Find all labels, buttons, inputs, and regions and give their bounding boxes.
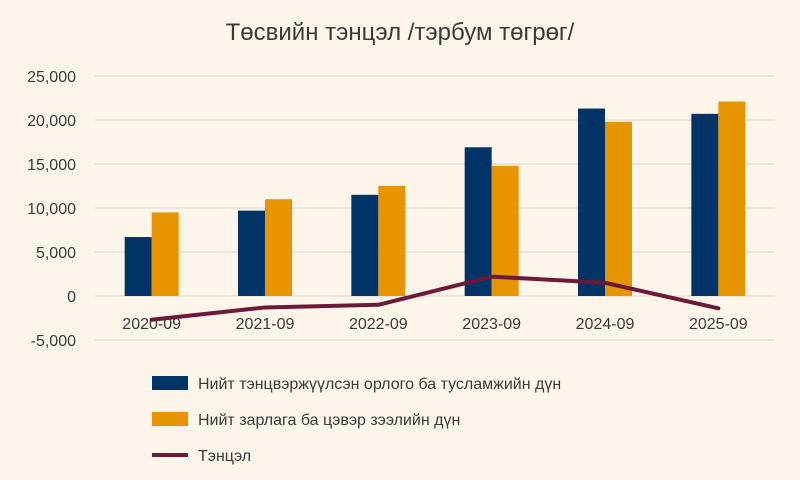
bar-series-2 [491,165,519,296]
bar-series-1 [351,194,379,296]
x-tick-label: 2025-09 [689,316,748,333]
bar-series-2 [265,199,292,296]
y-tick-label: 0 [67,289,76,306]
y-tick-label: 5,000 [36,245,76,262]
legend-swatch-1 [152,376,188,390]
legend-label-3: Тэнцэл [198,448,251,465]
legend-swatch-2 [152,412,188,426]
bars [124,101,746,297]
bar-series-1 [578,108,605,296]
bar-series-1 [238,210,265,296]
bar-series-2 [718,101,746,297]
chart-title: Төсвийн тэнцэл /тэрбум төгрөг/ [226,19,575,46]
balance-line-layer [149,274,721,322]
bar-series-2 [378,186,406,296]
x-tick-label: 2022-09 [349,316,408,333]
y-tick-label: 20,000 [27,113,76,130]
x-tick-label: 2021-09 [236,316,295,333]
y-tick-label: 10,000 [27,201,76,218]
x-tick-label: 2024-09 [576,316,635,333]
y-tick-label: -5,000 [31,333,76,350]
x-tick-label: 2020-09 [122,316,181,333]
y-tick-label: 25,000 [27,69,76,86]
y-tick-label: 15,000 [27,157,76,174]
bar-series-2 [605,121,632,296]
bar-series-1 [124,237,152,296]
bar-series-1 [464,147,492,296]
legend-label-1: Нийт тэнцвэржүүлсэн орлого ба тусламжийн… [198,376,561,393]
x-axis-ticks: 2020-09 2021-09 2022-09 2023-09 2024-09 2025-… [122,316,747,333]
balance-line [149,274,721,322]
bar-series-1 [691,113,719,296]
y-axis-ticks: 25,000 20,000 15,000 10,000 5,000 0 -5,000 [27,69,76,350]
grid-lines [95,75,775,341]
x-tick-label: 2023-09 [462,316,521,333]
legend-label-2: Нийт зарлага ба цэвэр зээлийн дүн [198,412,460,429]
legend: Нийт тэнцвэржүүлсэн орлого ба тусламжийн… [152,376,561,465]
bar-series-2 [151,212,179,296]
